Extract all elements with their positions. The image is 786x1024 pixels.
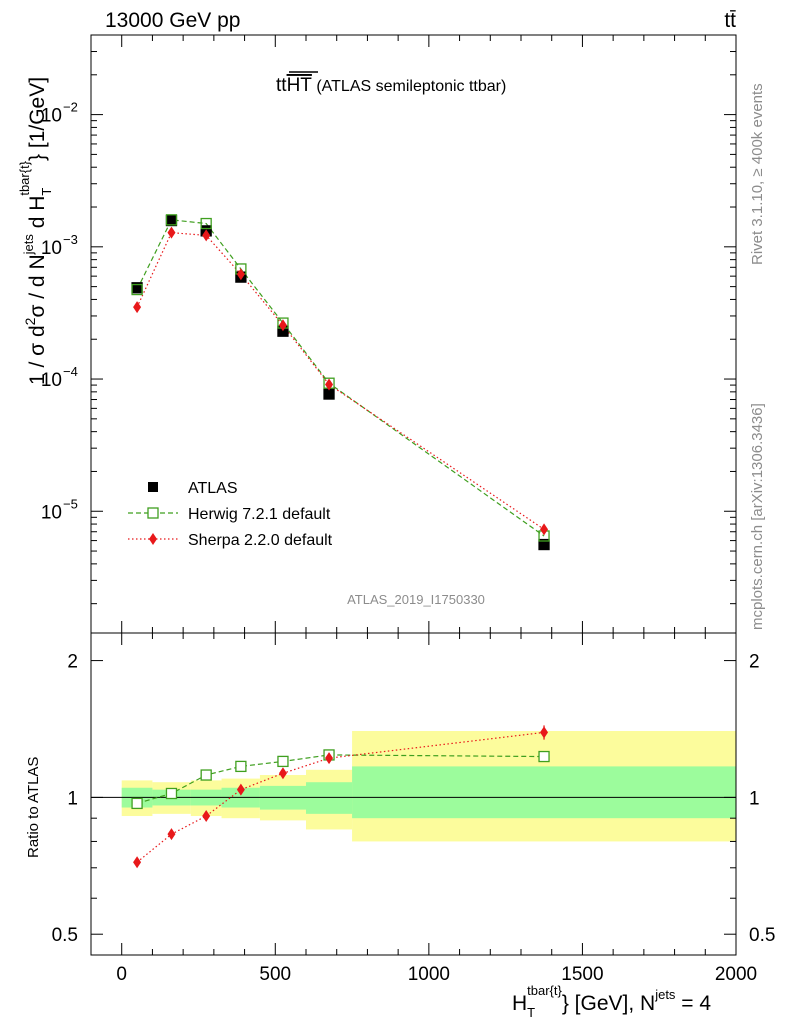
legend-marker-atlas	[148, 482, 158, 492]
sherpa-point	[167, 226, 176, 239]
y-tick-label-exponent: −2	[63, 100, 78, 115]
sherpa-point	[540, 523, 549, 536]
x-tick-label: 1000	[408, 964, 450, 985]
mcplots-label: mcplots.cern.ch [arXiv:1306.3436]	[749, 403, 766, 630]
xlabel-sup1: tbar{t}	[527, 983, 562, 998]
xlabel-part2: } [GeV], N	[562, 992, 655, 1015]
main-panel: 10−510−410−310−2 ttHT (ATLAS semileptoni…	[17, 34, 737, 634]
herwig-ratio-point	[165, 787, 178, 800]
stat-uncertainty-band	[352, 766, 736, 819]
xlabel-sub1: T	[527, 1005, 535, 1020]
sherpa-ratio-point	[325, 752, 334, 765]
ratio-frame	[90, 632, 737, 956]
sherpa-point	[202, 229, 211, 242]
atlas-point	[165, 214, 178, 227]
sherpa-ratio-point	[278, 767, 287, 780]
ratio-bands	[91, 730, 736, 842]
header-left-text: 13000 GeV pp	[105, 9, 240, 32]
main-y-ticks	[91, 34, 736, 605]
y-tick-label: 10	[41, 370, 62, 391]
x-tick-label: 0	[116, 964, 127, 985]
ylabel-sup2: jets	[21, 234, 36, 256]
legend: ATLAS Herwig 7.2.1 default Sherpa 2.2.0 …	[128, 480, 333, 549]
legend-label-atlas: ATLAS	[188, 480, 238, 497]
sherpa-point	[133, 301, 142, 314]
main-y-tick-labels: 10−510−410−310−2	[41, 100, 78, 524]
atlas-point	[323, 388, 335, 400]
sherpa-ratio-point	[236, 783, 245, 796]
sherpa-ratio-point	[133, 856, 142, 869]
sherpa-ratio-point	[167, 828, 176, 841]
ratio-y-ticks	[91, 660, 736, 935]
y-tick-label: 10	[41, 238, 62, 259]
title-main: tt	[276, 75, 287, 96]
x-tick-label: 1500	[561, 964, 603, 985]
ratio-y-tick-label-right: 1	[749, 788, 760, 809]
main-series	[131, 214, 550, 551]
herwig-ratio-point	[277, 755, 289, 768]
ratio-x-ticks	[90, 633, 737, 955]
ratio-y-tick-label: 2	[67, 652, 78, 673]
legend-marker-herwig	[147, 507, 159, 519]
ratio-tick-labels: 0 500 1000 1500 2000 0.5 0.5 1 1 2 2	[52, 652, 776, 985]
herwig-point	[200, 217, 212, 230]
ylabel-part2: σ / d N	[26, 254, 49, 317]
plot-title: ttHT (ATLAS semileptonic ttbar)	[276, 75, 506, 96]
ylabel-part3: d H	[26, 196, 49, 235]
ylabel-part4: } [1/GeV]	[26, 77, 49, 161]
y-tick-label-exponent: −4	[63, 364, 78, 379]
x-tick-label: 2000	[715, 964, 757, 985]
x-axis-label: HTtbar{t}} [GeV], Njets = 4	[512, 983, 711, 1020]
ylabel-sup3: tbar{t}	[17, 160, 32, 195]
header-right-text: tt̄	[724, 9, 736, 32]
ratio-y-tick-label: 1	[67, 788, 78, 809]
legend-marker-sherpa	[149, 533, 157, 545]
sherpa-ratio-point	[202, 810, 211, 823]
ratio-y-axis-label: Ratio to ATLAS	[25, 757, 42, 858]
y-tick-label: 10	[41, 106, 62, 127]
ratio-series	[131, 725, 550, 869]
ylabel-sup1: 2	[22, 317, 38, 325]
sherpa-point	[236, 268, 245, 281]
title-overline: HT	[287, 75, 313, 96]
rivet-label: Rivet 3.1.10, ≥ 400k events	[749, 83, 766, 265]
xlabel-part1: H	[512, 992, 527, 1015]
herwig-ratio-point	[235, 760, 247, 773]
legend-label-sherpa: Sherpa 2.2.0 default	[188, 532, 333, 549]
sherpa-ratio-point	[540, 726, 549, 739]
title-rest: (ATLAS semileptonic ttbar)	[312, 78, 506, 95]
ylabel-part1: 1 / σ d	[26, 325, 49, 385]
sherpa-point	[278, 319, 287, 332]
herwig-point	[131, 283, 143, 296]
analysis-watermark: ATLAS_2019_I1750330	[347, 592, 485, 607]
xlabel-part3: = 4	[675, 992, 711, 1015]
ratio-y-tick-label-right: 0.5	[749, 925, 775, 946]
y-tick-label-exponent: −3	[63, 232, 78, 247]
y-tick-label-exponent: −5	[63, 496, 78, 511]
herwig-ratio-point	[131, 797, 143, 810]
atlas-point	[538, 538, 550, 551]
main-x-ticks	[90, 35, 737, 633]
ratio-y-tick-label-right: 2	[749, 652, 760, 673]
x-tick-label: 500	[259, 964, 291, 985]
ratio-y-tick-label: 0.5	[52, 925, 78, 946]
ylabel-sub3: T	[39, 188, 54, 196]
herwig-ratio-point	[200, 769, 212, 781]
y-tick-label: 10	[41, 502, 62, 523]
stat-uncertainty-band	[306, 782, 353, 814]
sherpa-point	[325, 378, 334, 391]
herwig-ratio-point	[538, 750, 550, 763]
legend-label-herwig: Herwig 7.2.1 default	[188, 506, 331, 523]
main-y-axis-label: 1 / σ d2σ / d Njets d HTtbar{t}} [1/GeV]	[17, 77, 54, 385]
herwig-point	[165, 214, 178, 226]
ratio-panel: 0 500 1000 1500 2000 0.5 0.5 1 1 2 2 Ratio to ATLA…	[25, 632, 776, 1020]
xlabel-sup2: jets	[654, 987, 676, 1002]
